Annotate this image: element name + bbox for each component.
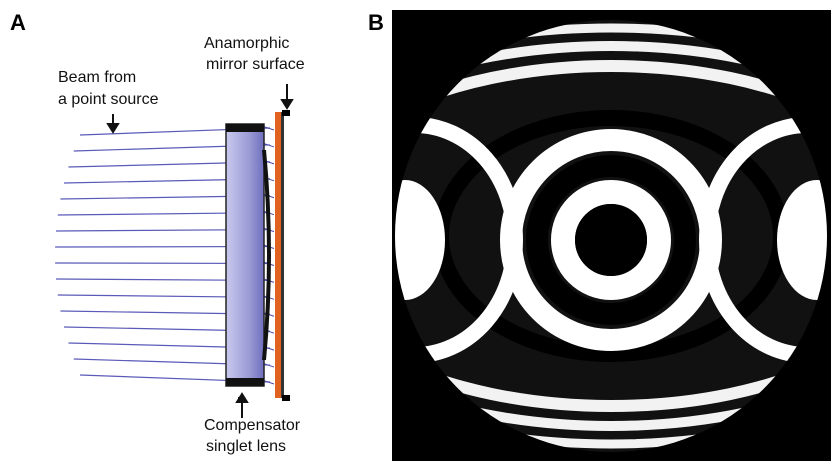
lens-edge <box>226 378 264 386</box>
annotation-line: singlet lens <box>206 438 286 455</box>
annotation: Beam from a point source <box>58 69 159 108</box>
side-lobe <box>365 180 445 300</box>
annotation: Compensator singlet lens <box>204 417 301 455</box>
lens-edge <box>226 124 264 132</box>
mirror-mount <box>282 395 290 401</box>
figure: A Anamorphic mirror surface Beam from a po… <box>0 0 831 461</box>
annotation: Anamorphic mirror surface <box>204 35 305 73</box>
panel-label: A <box>10 10 26 35</box>
fringe-center <box>575 204 647 276</box>
annotation-line: a point source <box>58 91 159 108</box>
lens <box>226 124 264 386</box>
mirror-mount <box>282 110 290 116</box>
mirror-back <box>281 112 284 398</box>
annotation-line: Compensator <box>204 417 301 434</box>
annotation-line: Anamorphic <box>204 35 289 52</box>
page: A Anamorphic mirror surface Beam from a po… <box>0 0 831 461</box>
annotation-line: mirror surface <box>206 56 305 73</box>
panel-label: B <box>368 10 384 35</box>
annotation-line: Beam from <box>58 69 136 86</box>
mirror <box>275 112 281 398</box>
